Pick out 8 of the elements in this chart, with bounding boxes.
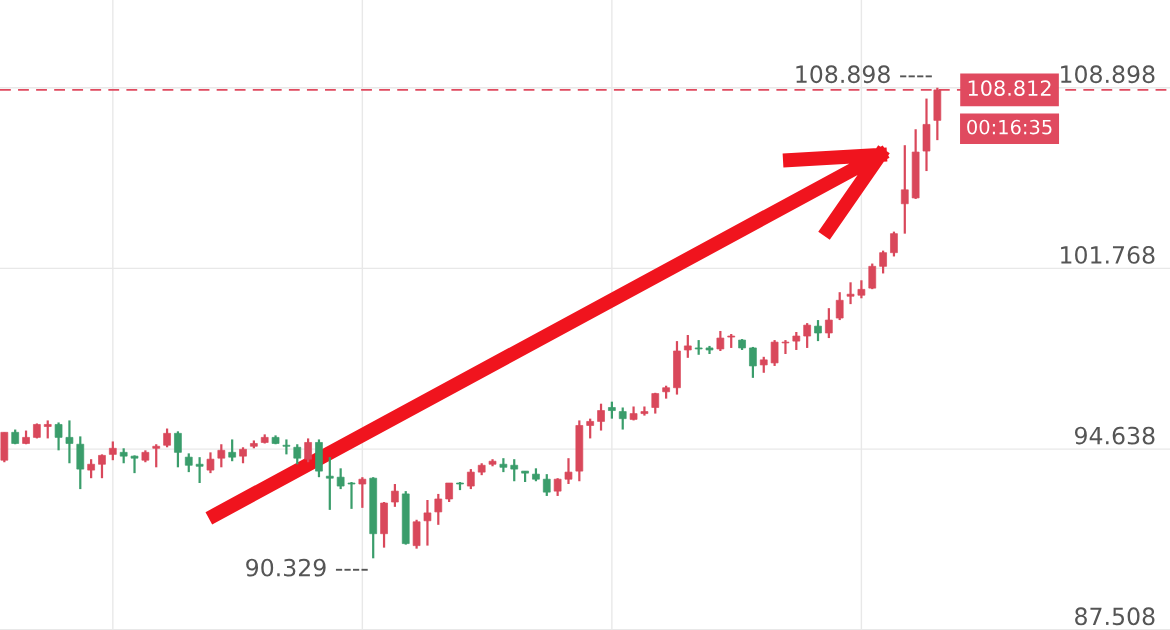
y-tick-label: 101.768 (1061, 245, 1155, 264)
ref-line-label: 108.812 (968, 80, 1051, 96)
text: 00:16:35 (967, 119, 1052, 135)
y-tick-label: 87.508 (1075, 607, 1155, 626)
y-tick-label: 108.898 (1061, 65, 1155, 84)
annotation: 90.329 ---- (246, 558, 368, 577)
y-tick-label: 94.638 (1074, 426, 1155, 445)
annotation: 108.898 ---- (796, 65, 932, 84)
